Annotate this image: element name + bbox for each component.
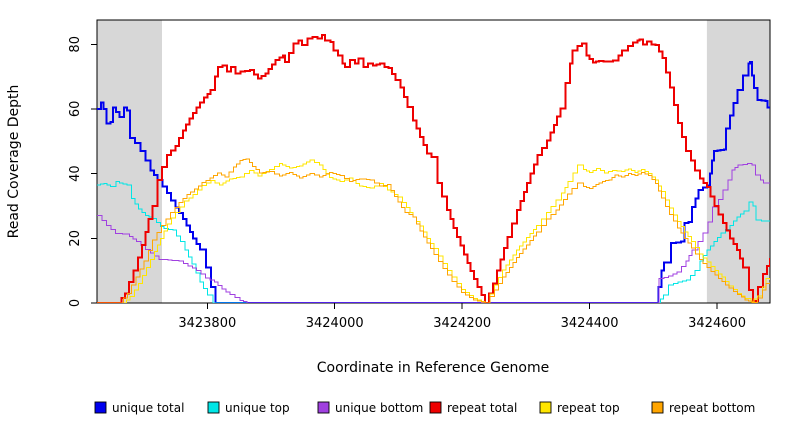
series-line-repeat-total <box>97 34 770 303</box>
legend-swatch-unique-total <box>94 401 107 414</box>
series-lines <box>97 34 770 303</box>
y-axis-title: Read Coverage Depth <box>6 85 22 239</box>
y-tick-label: 40 <box>68 165 83 182</box>
y-tick-label: 0 <box>68 299 83 307</box>
legend-label-repeat-bottom: repeat bottom <box>669 401 755 415</box>
legend-item-repeat-top: repeat top <box>539 401 620 415</box>
legend-label-repeat-total: repeat total <box>447 401 517 415</box>
legend-label-unique-top: unique top <box>225 401 290 415</box>
x-tick-label: 3424400 <box>561 316 619 331</box>
x-tick-label: 3424600 <box>688 316 746 331</box>
shaded-repeat-regions <box>97 20 770 303</box>
series-line-repeat-bottom <box>97 158 770 303</box>
series-line-repeat-top <box>97 159 770 303</box>
axis-ticks: 3423800 3424000 3424200 3424400 3424600 0 20 40… <box>68 36 746 331</box>
plot-border-box <box>96 19 771 304</box>
shaded-region <box>706 20 770 303</box>
chart-legend: unique total unique top unique bottom repea… <box>94 401 755 415</box>
legend-item-repeat-bottom: repeat bottom <box>651 401 755 415</box>
legend-item-unique-top: unique top <box>207 401 290 415</box>
legend-item-unique-total: unique total <box>94 401 184 415</box>
x-tick-label: 3424200 <box>433 316 491 331</box>
legend-item-repeat-total: repeat total <box>429 401 517 415</box>
shaded-region <box>97 20 162 303</box>
legend-swatch-unique-top <box>207 401 220 414</box>
y-tick-label: 80 <box>68 36 83 53</box>
y-tick-label: 20 <box>68 230 83 247</box>
legend-label-unique-bottom: unique bottom <box>335 401 423 415</box>
series-line-unique-total <box>97 61 770 303</box>
x-tick-label: 3423800 <box>178 316 236 331</box>
x-tick-label: 3424000 <box>306 316 364 331</box>
legend-label-unique-total: unique total <box>112 401 184 415</box>
legend-item-unique-bottom: unique bottom <box>317 401 423 415</box>
legend-swatch-repeat-bottom <box>651 401 664 414</box>
legend-swatch-repeat-total <box>429 401 442 414</box>
legend-swatch-unique-bottom <box>317 401 330 414</box>
legend-label-repeat-top: repeat top <box>557 401 620 415</box>
series-line-unique-bottom <box>97 162 770 303</box>
x-axis-title: Coordinate in Reference Genome <box>317 360 550 376</box>
legend-swatch-repeat-top <box>539 401 552 414</box>
y-tick-label: 60 <box>68 101 83 118</box>
